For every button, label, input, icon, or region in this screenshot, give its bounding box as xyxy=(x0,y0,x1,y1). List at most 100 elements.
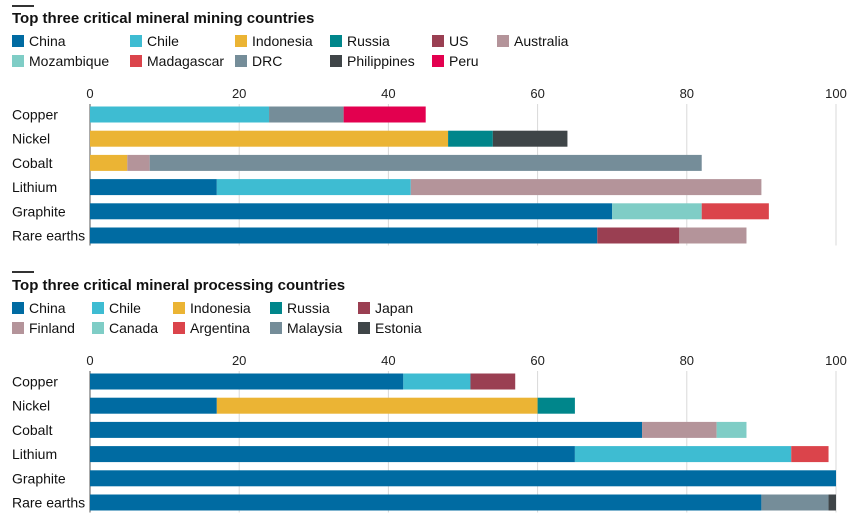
bar-segment-rare-earths-malaysia xyxy=(761,494,829,511)
category-label: Graphite xyxy=(12,470,66,486)
category-label: Cobalt xyxy=(12,422,53,438)
legend-label: Chile xyxy=(109,300,141,316)
bar-segment-copper-chile xyxy=(403,373,471,390)
x-tick-label: 100 xyxy=(825,353,847,368)
bar-segment-cobalt-indonesia xyxy=(90,154,128,171)
bar-segment-copper-peru xyxy=(343,106,426,123)
bar-segment-nickel-indonesia xyxy=(90,130,449,147)
legend-swatch xyxy=(173,302,185,314)
legend-label: US xyxy=(449,33,469,49)
legend-swatch xyxy=(270,302,282,314)
legend-swatch xyxy=(12,35,24,47)
bar-segment-nickel-philippines xyxy=(492,130,568,147)
bar-segment-nickel-indonesia xyxy=(216,397,538,414)
legend-swatch xyxy=(130,55,142,67)
bar-segment-lithium-china xyxy=(90,446,575,463)
legend-item-japan: Japan xyxy=(358,300,413,316)
legend-item-malaysia: Malaysia xyxy=(270,320,342,336)
legend-label: Japan xyxy=(375,300,414,316)
legend-label: Philippines xyxy=(347,53,415,69)
legend-label: Russia xyxy=(347,33,390,49)
x-tick-label: 60 xyxy=(530,86,544,101)
legend-label: Indonesia xyxy=(190,300,251,316)
x-tick-label: 100 xyxy=(825,86,847,101)
bar-segment-graphite-mozambique xyxy=(612,203,702,220)
legend-item-russia: Russia xyxy=(270,300,330,316)
legend-label: Peru xyxy=(449,53,479,69)
bar-segment-rare-earths-australia xyxy=(679,227,747,244)
x-tick-label: 20 xyxy=(232,86,246,101)
bar-segment-rare-earths-estonia xyxy=(828,494,836,511)
legend-item-philippines: Philippines xyxy=(330,53,415,69)
legend-swatch xyxy=(12,302,24,314)
bar-segment-cobalt-china xyxy=(90,421,643,438)
legend-item-canada: Canada xyxy=(92,320,158,336)
legend-swatch xyxy=(358,322,370,334)
bar-segment-cobalt-drc xyxy=(149,154,702,171)
legend-item-estonia: Estonia xyxy=(358,320,422,336)
category-label: Graphite xyxy=(12,203,66,219)
legend-swatch xyxy=(173,322,185,334)
bar-segment-cobalt-canada xyxy=(716,421,747,438)
legend-swatch xyxy=(330,55,342,67)
title-rule xyxy=(12,5,34,7)
x-tick-label: 80 xyxy=(680,353,694,368)
legend-label: China xyxy=(29,300,66,316)
category-label: Lithium xyxy=(12,446,57,462)
legend-label: Finland xyxy=(29,320,75,336)
legend-item-chile: Chile xyxy=(92,300,141,316)
bar-segment-nickel-russia xyxy=(448,130,493,147)
legend-swatch xyxy=(235,35,247,47)
bar-segment-lithium-australia xyxy=(410,179,762,196)
legend-item-drc: DRC xyxy=(235,53,282,69)
legend-swatch xyxy=(432,35,444,47)
x-tick-label: 20 xyxy=(232,353,246,368)
legend-item-australia: Australia xyxy=(497,33,568,49)
category-label: Cobalt xyxy=(12,155,53,171)
legend-item-china: China xyxy=(12,33,66,49)
category-label: Copper xyxy=(12,107,58,123)
legend-label: Russia xyxy=(287,300,330,316)
legend-swatch xyxy=(130,35,142,47)
legend-item-indonesia: Indonesia xyxy=(173,300,251,316)
legend-swatch xyxy=(497,35,509,47)
legend-label: China xyxy=(29,33,66,49)
bar-segment-copper-japan xyxy=(470,373,516,390)
bar-segment-graphite-madagascar xyxy=(701,203,769,220)
bar-segment-rare-earths-china xyxy=(90,227,598,244)
bar-segment-graphite-china xyxy=(90,203,613,220)
legend-item-china: China xyxy=(12,300,66,316)
legend-swatch xyxy=(92,302,104,314)
legend-item-us: US xyxy=(432,33,468,49)
bar-segment-lithium-chile xyxy=(216,179,411,196)
legend-label: Argentina xyxy=(190,320,250,336)
legend-swatch xyxy=(270,322,282,334)
bar-segment-nickel-china xyxy=(90,397,217,414)
bar-segment-rare-earths-us xyxy=(597,227,680,244)
legend-swatch xyxy=(235,55,247,67)
category-label: Rare earths xyxy=(12,228,85,244)
bar-segment-cobalt-finland xyxy=(642,421,717,438)
category-label: Nickel xyxy=(12,131,50,147)
x-tick-label: 0 xyxy=(86,353,93,368)
legend-label: Mozambique xyxy=(29,53,110,69)
legend-item-finland: Finland xyxy=(12,320,75,336)
legend-item-argentina: Argentina xyxy=(173,320,250,336)
bar-segment-rare-earths-china xyxy=(90,494,762,511)
bar-segment-copper-drc xyxy=(269,106,344,123)
legend-swatch xyxy=(358,302,370,314)
category-label: Rare earths xyxy=(12,495,85,511)
bar-segment-lithium-china xyxy=(90,179,217,196)
legend-label: Canada xyxy=(109,320,159,336)
legend-swatch xyxy=(92,322,104,334)
processing-bar-chart: 0 20 40 60 80 100 Copper Nickel Cobalt Lithium Gra… xyxy=(12,353,847,513)
legend-swatch xyxy=(12,322,24,334)
legend-item-peru: Peru xyxy=(432,53,479,69)
bar-segment-copper-chile xyxy=(90,106,270,123)
category-label: Lithium xyxy=(12,179,57,195)
legend-label: Indonesia xyxy=(252,33,313,49)
x-tick-label: 40 xyxy=(381,353,395,368)
title-rule xyxy=(12,271,34,273)
bar-segment-graphite-china xyxy=(90,470,836,487)
x-tick-label: 40 xyxy=(381,86,395,101)
